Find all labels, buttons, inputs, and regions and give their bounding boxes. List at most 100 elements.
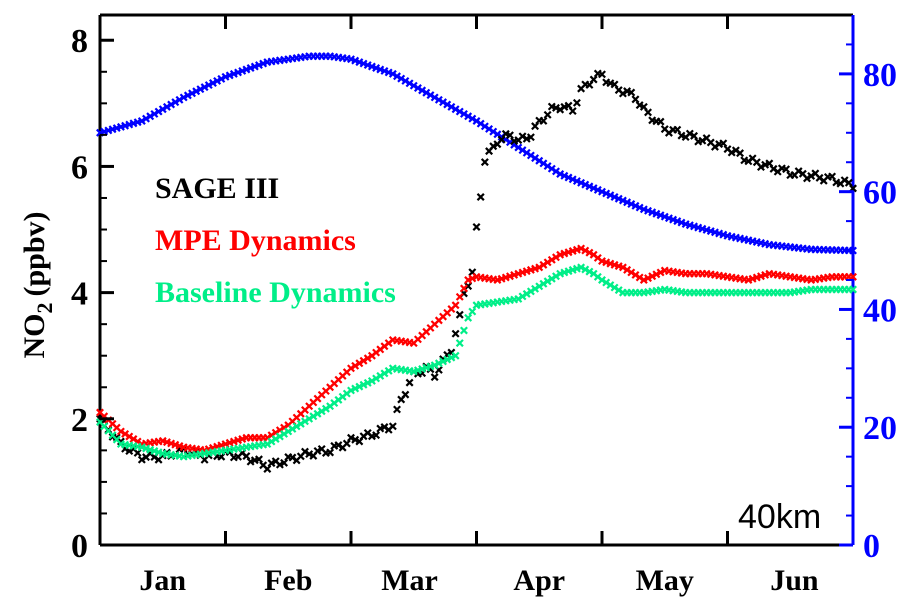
data-point (581, 265, 590, 274)
data-point (430, 93, 439, 102)
data-point (518, 132, 527, 141)
data-point (430, 361, 439, 370)
data-point (610, 192, 619, 201)
data-point (539, 116, 548, 125)
data-point (623, 265, 632, 274)
data-point (288, 424, 297, 433)
data-point (439, 98, 448, 107)
data-point (535, 282, 544, 291)
data-point (317, 407, 326, 416)
left-tick-label: 6 (71, 149, 88, 186)
data-point (309, 412, 318, 421)
data-point (405, 378, 414, 387)
data-point (434, 359, 443, 368)
data-point (447, 353, 456, 362)
data-point (355, 382, 364, 391)
legend-sage-iii: SAGE III (155, 172, 279, 205)
data-point (188, 89, 197, 98)
data-point (736, 149, 745, 158)
data-point (568, 175, 577, 184)
data-point (137, 455, 146, 464)
data-point (380, 369, 389, 378)
data-point (443, 355, 452, 364)
data-point (468, 307, 477, 316)
data-point (301, 447, 309, 456)
data-point (171, 98, 180, 107)
data-point (547, 274, 556, 283)
data-point (413, 84, 422, 93)
data-point (459, 326, 468, 335)
data-point (840, 176, 849, 185)
data-point (685, 129, 694, 138)
data-point (351, 361, 360, 370)
data-point (459, 284, 468, 293)
data-point (217, 74, 226, 83)
data-point (292, 422, 301, 431)
data-point (464, 282, 473, 291)
data-point (359, 380, 368, 389)
data-point (263, 440, 272, 449)
data-point (577, 244, 586, 253)
data-point (430, 373, 439, 382)
data-point (451, 301, 460, 310)
data-point (372, 374, 381, 383)
data-point (447, 102, 456, 111)
data-point (505, 131, 514, 140)
data-point (275, 460, 284, 469)
data-point (522, 289, 531, 298)
data-point (388, 69, 397, 78)
data-point (275, 432, 284, 441)
series-layer (96, 52, 857, 473)
data-point (623, 198, 632, 207)
data-point (280, 458, 289, 467)
data-point (552, 103, 560, 112)
data-point (280, 429, 289, 438)
data-point (355, 359, 364, 368)
series-baseline-dynamics (96, 263, 857, 461)
data-point (167, 100, 176, 109)
data-point (405, 79, 414, 88)
data-point (531, 284, 540, 293)
data-point (439, 357, 448, 366)
data-point (384, 366, 393, 375)
data-point (459, 109, 468, 118)
data-point (455, 107, 464, 116)
data-point (635, 101, 644, 110)
data-point (476, 193, 485, 201)
data-point (183, 91, 192, 100)
series-mpe-dynamics (96, 244, 857, 455)
data-point (543, 258, 552, 267)
data-point (564, 173, 573, 182)
data-point (543, 277, 552, 286)
data-point (326, 448, 335, 457)
data-point (363, 378, 372, 387)
data-point (614, 194, 623, 203)
data-point (635, 203, 644, 212)
data-point (347, 364, 355, 373)
data-point (627, 268, 636, 277)
data-point (673, 125, 682, 134)
data-point (719, 139, 728, 148)
data-point (372, 431, 381, 440)
data-point (598, 276, 606, 284)
data-point (593, 185, 602, 194)
data-point (254, 455, 263, 464)
data-point (192, 87, 201, 96)
data-point (539, 279, 548, 288)
data-point (782, 165, 791, 174)
right-tick-label: 20 (863, 410, 897, 447)
data-point (472, 223, 481, 231)
data-point (849, 272, 857, 281)
data-point (401, 76, 410, 85)
data-point (514, 294, 523, 303)
data-point (535, 263, 544, 272)
data-point (627, 200, 636, 209)
left-tick-label: 2 (71, 402, 88, 439)
data-point (606, 191, 615, 200)
data-point (602, 189, 611, 198)
data-point (267, 437, 276, 446)
data-point (526, 133, 535, 142)
data-point (652, 270, 661, 279)
